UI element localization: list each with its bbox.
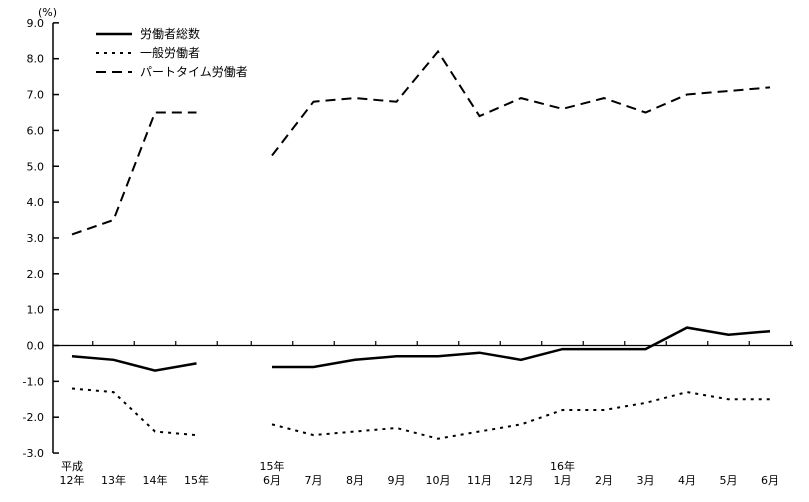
series-line-1-group-0 xyxy=(71,387,197,437)
y-axis-tick-label: 2.0 xyxy=(27,268,45,281)
x-axis-label: 8月 xyxy=(346,474,364,487)
y-axis-unit-label: (%) xyxy=(38,6,57,19)
legend-item: 一般労働者 xyxy=(96,45,200,60)
y-axis-tick-label: 0.0 xyxy=(27,340,45,353)
x-axis-label: 11月 xyxy=(467,474,492,487)
y-axis-tick-label: 7.0 xyxy=(27,89,45,102)
y-axis-tick-label: 4.0 xyxy=(27,196,45,209)
legend-item: パートタイム労働者 xyxy=(96,65,248,79)
legend-item: 労働者総数 xyxy=(96,26,200,41)
x-axis-label: 1月 xyxy=(554,474,572,487)
x-axis-label: 6月 xyxy=(761,474,779,487)
y-axis-tick-label: 8.0 xyxy=(27,53,45,66)
series-line-2-group-0 xyxy=(71,111,197,236)
y-axis-tick-label: 9.0 xyxy=(27,17,45,30)
legend-label: パートタイム労働者 xyxy=(140,65,248,79)
x-axis-label-top: 16年 xyxy=(550,459,575,473)
x-axis-label: 10月 xyxy=(426,474,451,487)
y-axis-tick-label: -3.0 xyxy=(23,447,44,460)
legend-label: 労働者総数 xyxy=(140,26,200,41)
x-axis-label-top: 15年 xyxy=(260,459,285,473)
y-axis-tick-label: -1.0 xyxy=(23,375,44,388)
series-line-0-group-0 xyxy=(71,355,197,372)
x-axis-label: 2月 xyxy=(595,474,613,487)
x-axis-label: 14年 xyxy=(143,473,168,487)
y-axis-tick-label: 1.0 xyxy=(27,304,45,317)
x-axis-label: 13年 xyxy=(101,473,126,487)
x-axis-label: 7月 xyxy=(305,474,323,487)
x-axis-label: 12年 xyxy=(60,473,85,487)
x-axis-label: 5月 xyxy=(720,474,738,487)
x-axis-label: 15年 xyxy=(184,473,209,487)
series-line-1-group-1 xyxy=(271,391,770,440)
series-line-2-group-1 xyxy=(271,49,771,157)
series-line-0-group-1 xyxy=(272,326,771,369)
x-axis-label: 9月 xyxy=(388,474,406,487)
x-axis-label-top: 平成 xyxy=(61,460,83,473)
y-axis-tick-label: 5.0 xyxy=(27,160,45,173)
y-axis-tick-label: 3.0 xyxy=(27,232,45,245)
x-axis-label: 12月 xyxy=(509,474,534,487)
legend-label: 一般労働者 xyxy=(140,45,200,60)
x-axis-label: 6月 xyxy=(263,474,281,487)
y-axis-tick-label: -2.0 xyxy=(23,411,44,424)
x-axis-label: 4月 xyxy=(678,474,696,487)
y-axis-tick-label: 6.0 xyxy=(27,124,45,137)
x-axis-label: 3月 xyxy=(637,474,655,487)
